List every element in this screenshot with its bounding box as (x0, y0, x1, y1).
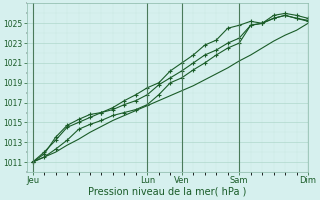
X-axis label: Pression niveau de la mer( hPa ): Pression niveau de la mer( hPa ) (88, 187, 247, 197)
